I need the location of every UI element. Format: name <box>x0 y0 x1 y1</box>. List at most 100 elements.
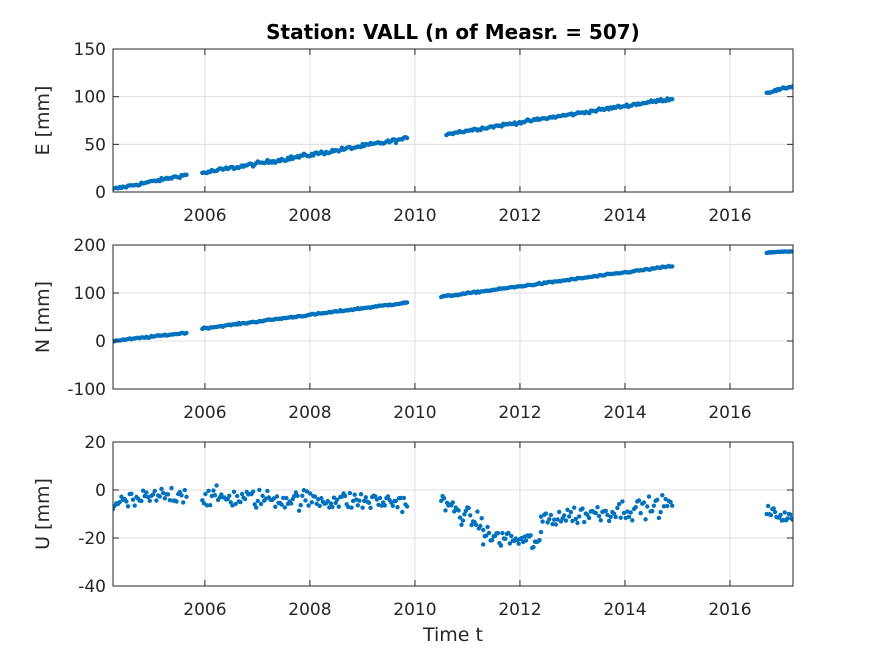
data-point <box>347 490 353 496</box>
data-point <box>772 509 778 515</box>
data-point <box>565 507 570 512</box>
data-point <box>441 496 447 501</box>
data-point <box>790 249 793 254</box>
x-axis-label: Time t <box>422 624 483 646</box>
data-point <box>142 493 147 499</box>
data-point <box>638 511 643 516</box>
data-point <box>460 518 466 523</box>
data-point <box>274 494 280 499</box>
data-point <box>204 503 210 508</box>
data-point <box>279 502 284 507</box>
data-point <box>567 514 572 519</box>
data-point <box>615 505 620 511</box>
data-point <box>531 544 536 550</box>
data-point <box>656 515 662 521</box>
data-point <box>225 496 230 502</box>
data-point <box>254 505 259 510</box>
data-point <box>462 512 467 517</box>
data-point <box>398 495 403 501</box>
data-point <box>130 497 136 502</box>
x-tick-label: 2006 <box>183 206 226 226</box>
data-point <box>404 135 410 141</box>
data-point <box>478 523 483 529</box>
data-point <box>489 538 495 543</box>
data-point <box>363 495 368 500</box>
x-tick-label: 2006 <box>183 403 226 423</box>
axes-box <box>112 244 794 390</box>
x-tick-label: 2016 <box>708 600 751 620</box>
data-point <box>621 510 627 516</box>
data-point <box>670 503 675 508</box>
data-point <box>233 501 238 507</box>
data-point <box>475 509 480 514</box>
chart-title: Station: VALL (n of Measr. = 507) <box>266 20 640 44</box>
data-point <box>328 501 334 506</box>
data-point <box>771 506 776 511</box>
data-point <box>620 499 625 504</box>
data-point <box>160 490 166 496</box>
data-point <box>349 505 354 510</box>
data-point <box>498 543 504 548</box>
data-point <box>577 514 582 519</box>
data-point <box>563 518 569 523</box>
data-point <box>303 498 308 503</box>
data-point <box>273 504 278 509</box>
data-point <box>516 541 521 546</box>
y-tick-label: 0 <box>95 183 106 203</box>
data-point <box>456 508 461 513</box>
y-tick-label: 100 <box>74 88 106 108</box>
data-point <box>257 487 262 493</box>
data-point <box>484 533 489 538</box>
data-point <box>595 505 600 510</box>
data-point <box>503 536 508 541</box>
data-point <box>481 527 486 533</box>
data-point <box>154 498 159 503</box>
data-point <box>466 505 471 511</box>
data-point <box>765 503 771 509</box>
data-point <box>385 494 391 499</box>
x-tick-label: 2014 <box>603 600 646 620</box>
data-point <box>331 495 337 500</box>
data-point <box>150 492 156 497</box>
data-point <box>317 503 322 509</box>
x-tick-label: 2008 <box>288 600 331 620</box>
data-point <box>306 503 311 508</box>
data-point <box>129 491 134 496</box>
x-tick-label: 2014 <box>603 403 646 423</box>
data-point <box>296 508 302 513</box>
data-point <box>790 84 793 89</box>
data-point <box>605 512 610 518</box>
data-point <box>179 493 184 498</box>
data-point <box>658 509 663 515</box>
data-point <box>661 504 667 509</box>
y-axis-label: U [mm] <box>32 478 54 550</box>
data-point <box>358 492 364 497</box>
data-point <box>393 498 399 504</box>
data-point <box>235 493 240 499</box>
data-point <box>400 509 405 515</box>
data-point <box>206 488 211 493</box>
data-point <box>330 504 335 510</box>
data-point <box>555 517 560 522</box>
data-point <box>203 491 208 497</box>
data-point <box>459 522 464 527</box>
data-point <box>611 511 617 516</box>
data-point <box>368 505 373 510</box>
data-point <box>132 503 137 508</box>
data-point <box>543 511 549 516</box>
data-point <box>651 503 657 508</box>
data-point <box>181 500 186 505</box>
panel-1: 2006 2008 2010 2012 2014 2016 -100 0 100 200 N [mm… <box>32 236 794 423</box>
data-point <box>182 487 187 493</box>
data-point <box>281 495 286 501</box>
data-point <box>506 530 511 536</box>
data-point <box>668 499 673 505</box>
data-point <box>645 504 650 509</box>
data-point <box>626 514 632 520</box>
data-point <box>633 505 638 510</box>
data-point <box>550 521 555 527</box>
data-point <box>231 489 237 494</box>
data-point <box>239 491 245 497</box>
data-point <box>768 512 774 518</box>
